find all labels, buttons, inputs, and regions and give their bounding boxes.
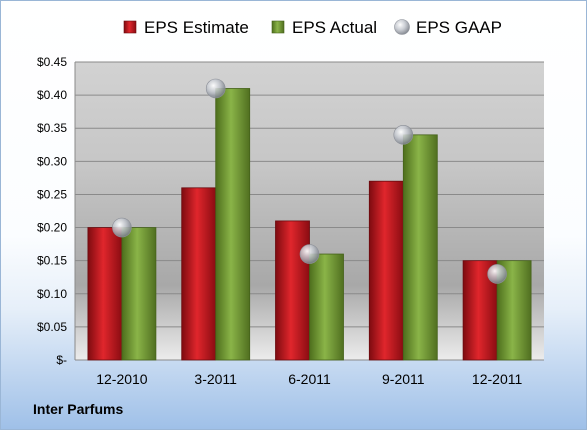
point-eps-gaap	[205, 78, 226, 99]
bar-eps-actual	[121, 227, 157, 361]
bar-eps-estimate	[275, 220, 310, 361]
y-tick-label: $0.15	[37, 254, 67, 268]
x-category-label: 3-2011	[194, 371, 237, 387]
legend-swatch-actual	[271, 20, 285, 34]
y-tick-label: $-	[56, 353, 67, 367]
bar-eps-actual	[402, 134, 438, 361]
x-category-label: 12-2011	[472, 371, 523, 387]
bar-eps-estimate	[87, 227, 123, 361]
y-tick-label: $0.45	[37, 55, 67, 69]
y-tick-label: $0.40	[37, 88, 67, 102]
y-tick-label: $0.25	[37, 187, 67, 201]
y-tick-label: $0.30	[37, 154, 67, 168]
y-tick-label: $0.35	[37, 121, 67, 135]
point-eps-gaap	[393, 125, 414, 145]
legend-label: EPS Actual	[292, 18, 377, 37]
point-eps-gaap	[299, 244, 320, 264]
point-eps-gaap	[487, 264, 507, 284]
bar-eps-actual	[215, 88, 251, 361]
x-category-label: 6-2011	[288, 371, 331, 387]
bar-eps-estimate	[181, 187, 217, 361]
bar-eps-actual	[309, 253, 344, 361]
bar-eps-estimate	[368, 180, 404, 361]
company-name: Inter Parfums	[33, 401, 124, 417]
legend-label: EPS Estimate	[144, 18, 249, 37]
y-tick-label: $0.20	[37, 221, 67, 235]
legend-swatch-estimate	[123, 20, 137, 34]
y-tick-label: $0.05	[37, 320, 67, 334]
point-eps-gaap	[112, 217, 132, 238]
x-category-label: 9-2011	[382, 371, 425, 387]
legend-swatch-gaap	[394, 19, 410, 35]
x-category-label: 12-2010	[96, 371, 148, 387]
legend-label: EPS GAAP	[416, 18, 502, 37]
y-tick-label: $0.10	[37, 287, 67, 301]
